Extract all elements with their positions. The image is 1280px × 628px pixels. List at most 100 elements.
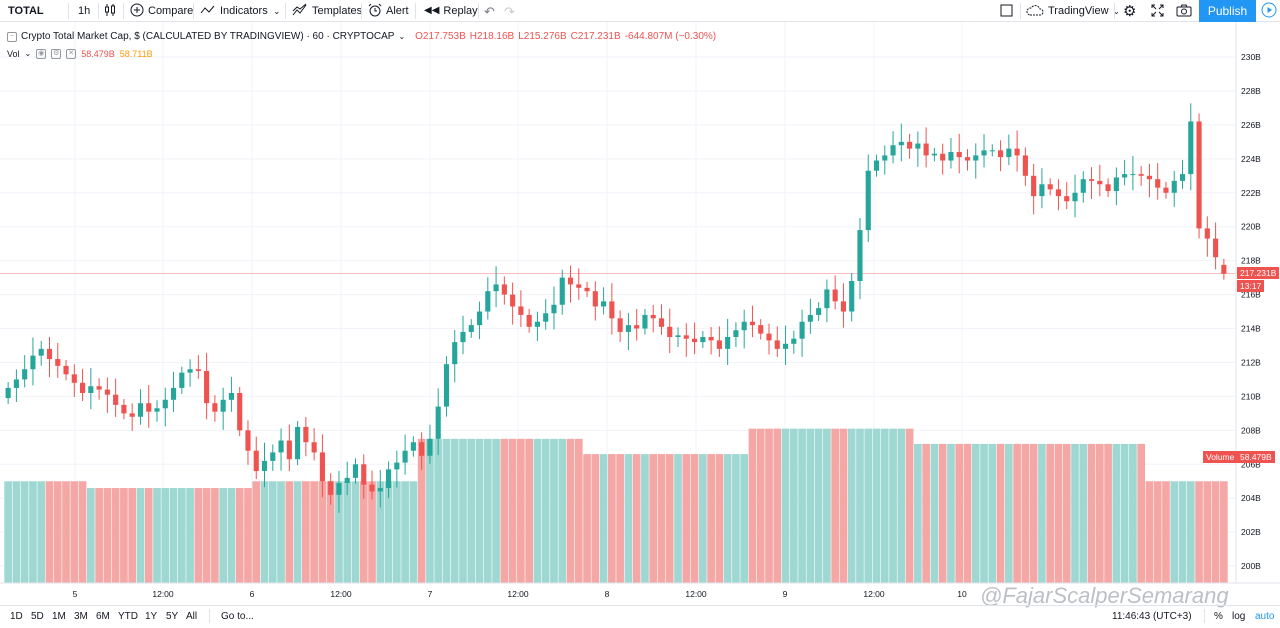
candle-body [303,426,309,443]
volume-bar [971,443,980,583]
volume-bar [326,481,335,583]
candle-body [592,291,598,307]
volume-bar [120,488,128,583]
auto-toggle[interactable]: auto [1255,611,1275,622]
volume-bar [930,443,939,583]
volume-bar [475,438,484,583]
volume-bar [128,488,137,583]
candle-body [601,301,607,307]
clock[interactable]: 11:46:43 (UTC+3) [1112,611,1192,622]
volume-bar [136,488,145,583]
candle-body [1006,148,1012,158]
symbol-search[interactable]: TOTAL [8,0,44,22]
candle-body [1179,174,1186,181]
candle-body [733,330,739,338]
compare-button[interactable]: Compare [130,0,193,22]
candle-body [1022,155,1028,176]
volume-tag-label: Volume [1203,451,1238,463]
range-3m[interactable]: 3M [74,611,88,622]
volume-bar [467,438,476,583]
volume-bar [657,454,666,583]
indicators-dropdown[interactable]: ⌄ [273,0,281,22]
layout-name-button[interactable]: TradingView ⌄ [1026,0,1120,22]
candle-body [898,141,904,146]
candle-body [973,155,979,161]
volume-bar [517,438,525,583]
settings-button[interactable]: ⚙ [1123,0,1136,22]
indicators-icon [200,3,216,19]
candle-body [576,284,582,288]
templates-icon [292,3,308,19]
fullscreen-button[interactable] [1151,0,1164,22]
volume-bar [963,443,972,583]
candle-body [799,321,805,339]
volume-bar [1129,443,1137,583]
range-6m[interactable]: 6M [96,611,110,622]
volume-bar [20,481,29,583]
volume-bar [508,438,517,583]
range-all[interactable]: All [186,611,198,622]
candle-body [204,370,210,404]
candle-body [923,143,929,156]
interval-button[interactable]: 1h [78,0,90,22]
volume-bar [632,454,641,583]
candle-body [1088,179,1095,181]
candle-body [873,160,880,171]
alert-button[interactable]: Alert [368,0,409,22]
range-1d[interactable]: 1D [10,611,23,622]
volume-tag: Volume [1206,452,1235,462]
candle-body [758,325,764,334]
indicators-button[interactable]: Indicators [200,0,268,22]
price-tick-label: 222B [1241,188,1261,198]
volume-bar [450,438,459,583]
close-icon[interactable]: ✕ [66,49,77,59]
volume-bar [103,488,112,583]
price-chart[interactable]: 230B 228B 226B 224B 222B 220B 218B 216B 214B 212B… [0,22,1280,605]
legend-change: -644.807M (−0.30%) [624,31,717,42]
candle-body [179,372,185,388]
candle-body [427,438,433,456]
volume-bar [4,481,12,583]
percent-toggle[interactable]: % [1214,611,1223,622]
candle-body [435,406,441,439]
candle-body [1014,148,1020,156]
range-1y[interactable]: 1Y [145,611,158,622]
chevron-down-icon[interactable]: ⌄ [398,31,406,41]
collapse-legend-icon[interactable]: − [7,31,17,42]
range-1m[interactable]: 1M [52,611,66,622]
chevron-down-icon[interactable]: ⌄ [24,49,32,58]
range-ytd[interactable]: YTD [118,611,138,622]
volume-bar [1079,443,1088,583]
range-5y[interactable]: 5Y [166,611,179,622]
play-button[interactable] [1258,0,1280,22]
redo-button[interactable]: ↷ [504,0,515,22]
chevron-down-icon: ⌄ [1112,5,1121,16]
layout-select-button[interactable] [1000,0,1013,22]
snapshot-button[interactable] [1176,0,1192,22]
volume-bar [87,488,95,583]
candle-body [749,321,756,326]
replay-button[interactable]: ◀◀ Replay [424,0,478,22]
vol-label[interactable]: Vol [7,49,20,59]
plus-circle-icon [130,3,144,19]
templates-button[interactable]: Templates [292,0,362,22]
volume-bar [442,438,451,583]
chart-type-button[interactable] [104,0,116,22]
candle-body [1155,179,1161,188]
candle-body [30,355,36,370]
undo-button[interactable]: ↶ [484,0,495,22]
goto-button[interactable]: Go to... [221,611,254,622]
candle-body [71,374,77,383]
eye-icon[interactable]: ◉ [36,49,47,59]
volume-bar [1029,443,1038,583]
candle-body [543,313,549,322]
candle-body [782,343,789,349]
price-tick-label: 220B [1241,222,1261,232]
candle-body [1130,174,1136,176]
log-toggle[interactable]: log [1232,611,1246,622]
publish-button[interactable]: Publish [1199,0,1256,22]
gear-icon[interactable]: ⚙ [51,49,62,59]
legend-title[interactable]: Crypto Total Market Cap, $ (CALCULATED B… [21,31,395,42]
candle-body [336,482,342,495]
range-5d[interactable]: 5D [31,611,44,622]
